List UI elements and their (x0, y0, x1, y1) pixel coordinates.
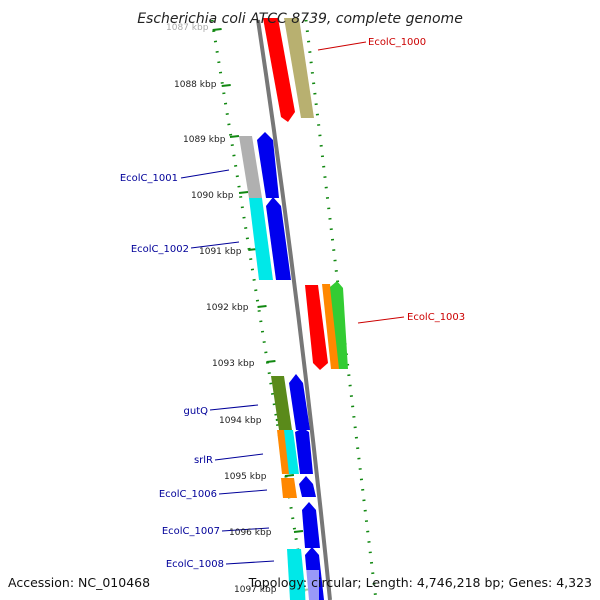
footer-highlight (305, 570, 319, 600)
gene-arrow-red[interactable] (263, 18, 295, 122)
feature-label-ecolc-1007[interactable]: EcolC_1007 (162, 526, 220, 537)
gene-arrow-blue[interactable] (302, 502, 320, 548)
tick-label: 1087 kbp (166, 23, 209, 33)
tick-label: 1097 kbp (234, 585, 277, 595)
leader-line-srlr (214, 453, 264, 461)
gene-arrow-blue[interactable] (295, 428, 313, 474)
gene-block-orange[interactable] (322, 284, 340, 369)
gene-arrow-blue[interactable] (299, 476, 316, 497)
tick-labels: 1087 kbp 1088 kbp 1089 kbp 1090 kbp 1091… (166, 23, 277, 595)
tick-label: 1096 kbp (229, 528, 272, 538)
leader-line-ecolc-1000 (317, 41, 367, 51)
map-title: Escherichia coli ATCC 8739, complete gen… (137, 11, 463, 27)
tick-mark (257, 305, 267, 308)
tick-mark (293, 530, 304, 533)
leader-line-ecolc-1006 (218, 489, 268, 495)
tick-mark (221, 84, 231, 87)
gene-arrow-red[interactable] (305, 285, 328, 370)
feature-label-ecolc-1006[interactable]: EcolC_1006 (159, 489, 217, 500)
gene-arrow-blue[interactable] (266, 197, 291, 280)
features (239, 18, 348, 600)
feature-label-ecolc-1000[interactable]: EcolC_1000 (368, 37, 426, 48)
backbone-line (256, 19, 332, 600)
gene-block-orange[interactable] (281, 478, 297, 498)
leader-line-gutq (209, 404, 259, 411)
leader-line-ecolc-1002 (190, 241, 240, 249)
feature-label-ecolc-1001[interactable]: EcolC_1001 (120, 173, 178, 184)
tick-label: 1094 kbp (219, 416, 262, 426)
tick-label: 1088 kbp (174, 80, 217, 90)
tick-label: 1092 kbp (206, 303, 249, 313)
tick-mark (266, 360, 276, 363)
tick-label: 1090 kbp (191, 191, 234, 201)
tick-label: 1093 kbp (212, 359, 255, 369)
feature-labels: EcolC_1000 EcolC_1001 EcolC_1002 EcolC_1… (120, 37, 465, 570)
feature-label-ecolc-1003[interactable]: EcolC_1003 (407, 312, 465, 323)
topology-text: Topology: circular; Length: 4,746,218 bp… (248, 575, 592, 590)
accession-text: Accession: NC_010468 (8, 575, 150, 590)
feature-label-gutq[interactable]: gutQ (184, 406, 209, 417)
tick-mark (238, 191, 249, 194)
leader-lines (180, 41, 405, 565)
gene-block-olive[interactable] (271, 376, 292, 430)
tick-mark (284, 474, 295, 477)
leader-line-ecolc-1001 (180, 169, 230, 179)
feature-label-ecolc-1008[interactable]: EcolC_1008 (166, 559, 224, 570)
footer: Accession: NC_010468 Topology: circular;… (8, 570, 592, 600)
tick-mark (229, 135, 240, 138)
feature-label-srlr[interactable]: srlR (194, 455, 213, 466)
gene-block-cyan[interactable] (249, 198, 273, 280)
tick-label: 1091 kbp (199, 247, 242, 257)
gene-arrow-blue[interactable] (289, 374, 310, 430)
tick-label: 1095 kbp (224, 472, 267, 482)
gene-block-khaki[interactable] (284, 18, 314, 118)
gene-arrow-blue[interactable] (257, 132, 279, 198)
tick-label: 1089 kbp (183, 135, 226, 145)
gene-block-gray[interactable] (239, 136, 262, 198)
feature-label-ecolc-1002[interactable]: EcolC_1002 (131, 244, 189, 255)
tick-mark (212, 28, 222, 31)
gene-block-cyan[interactable] (284, 430, 299, 474)
gene-arrow-green[interactable] (330, 281, 348, 369)
gene-block-cyan[interactable] (287, 549, 306, 600)
backbone (256, 19, 332, 600)
leader-line-ecolc-1008 (225, 560, 275, 565)
leader-line-ecolc-1007 (221, 527, 270, 532)
leader-line-ecolc-1003 (357, 316, 405, 324)
